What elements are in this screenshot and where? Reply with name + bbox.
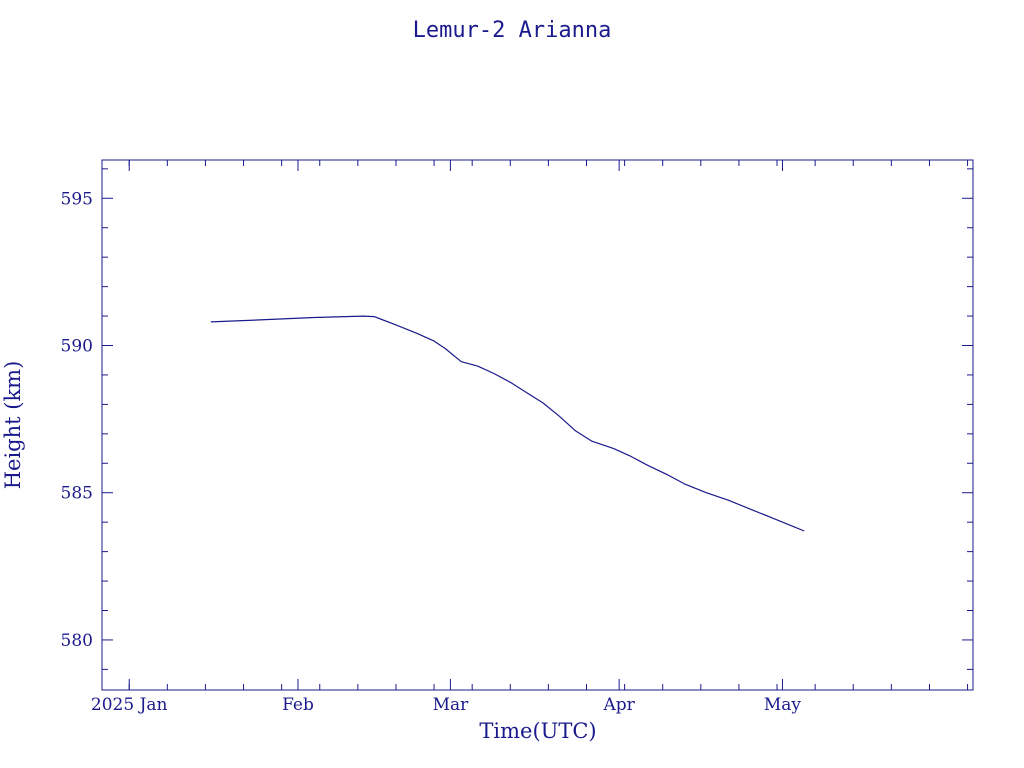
- x-tick-label: May: [764, 695, 802, 715]
- x-tick-label: 2025 Jan: [91, 695, 168, 715]
- chart-title: Lemur-2 Arianna: [413, 18, 612, 43]
- x-tick-label: Mar: [433, 695, 470, 715]
- x-tick-label: Feb: [282, 695, 314, 715]
- series-line: [210, 315, 805, 532]
- y-tick-label: 595: [61, 189, 93, 209]
- x-tick-label: Apr: [603, 695, 636, 715]
- x-axis-label: Time(UTC): [479, 719, 596, 743]
- y-tick-label: 585: [61, 484, 93, 504]
- series-layer: [210, 315, 805, 532]
- plot-frame: [101, 159, 974, 691]
- x-axis: 2025 Jan Feb Mar Apr May: [91, 160, 969, 715]
- y-tick-label: 590: [61, 337, 93, 357]
- y-tick-label: 580: [61, 631, 93, 651]
- y-axis: 580 585 590 595: [61, 168, 973, 670]
- y-axis-label: Height (km): [1, 361, 25, 490]
